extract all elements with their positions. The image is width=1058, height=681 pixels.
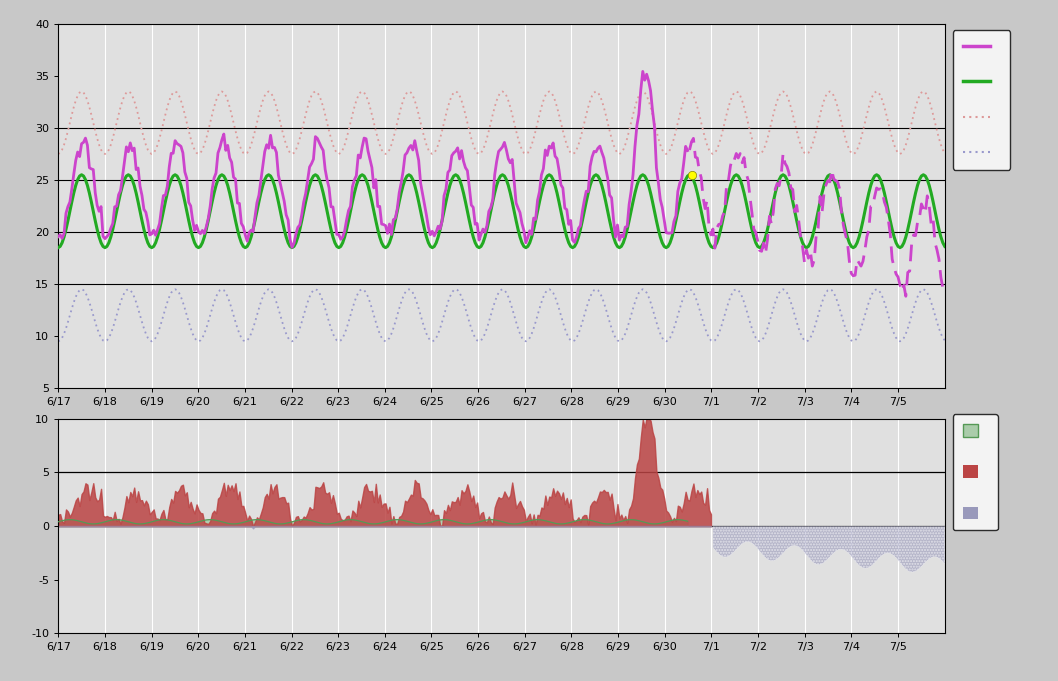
Legend: , , : , , (953, 414, 998, 530)
Legend: , , , : , , , (953, 30, 1010, 170)
